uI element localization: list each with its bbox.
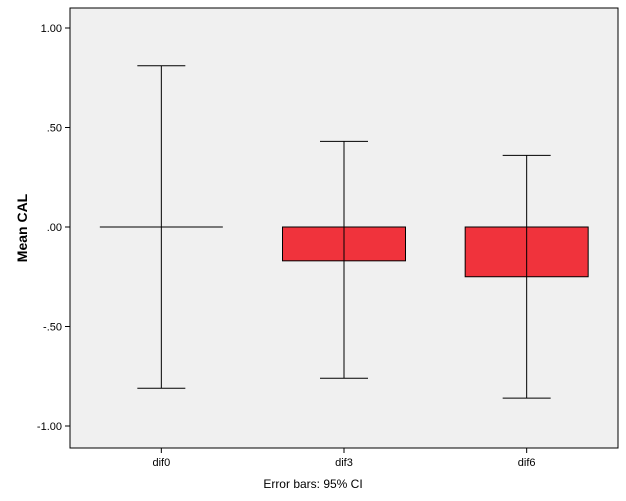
y-tick-label: .00	[47, 222, 62, 234]
x-axis: dif0 dif3 dif6	[152, 448, 536, 469]
x-tick-label: dif3	[335, 457, 353, 469]
y-tick-label: -1.00	[37, 421, 62, 433]
x-tick-label: dif0	[152, 457, 170, 469]
y-tick-label: .50	[47, 123, 62, 135]
y-axis: 1.00 .50 .00 -.50 -1.00	[37, 23, 70, 433]
error-bars	[137, 65, 551, 399]
x-tick-label: dif6	[518, 457, 536, 469]
y-tick-label: 1.00	[41, 23, 62, 35]
y-axis-label: Mean CAL	[14, 193, 30, 262]
y-tick-label: -.50	[43, 322, 62, 334]
error-bar-footnote: Error bars: 95% CI	[263, 477, 362, 491]
